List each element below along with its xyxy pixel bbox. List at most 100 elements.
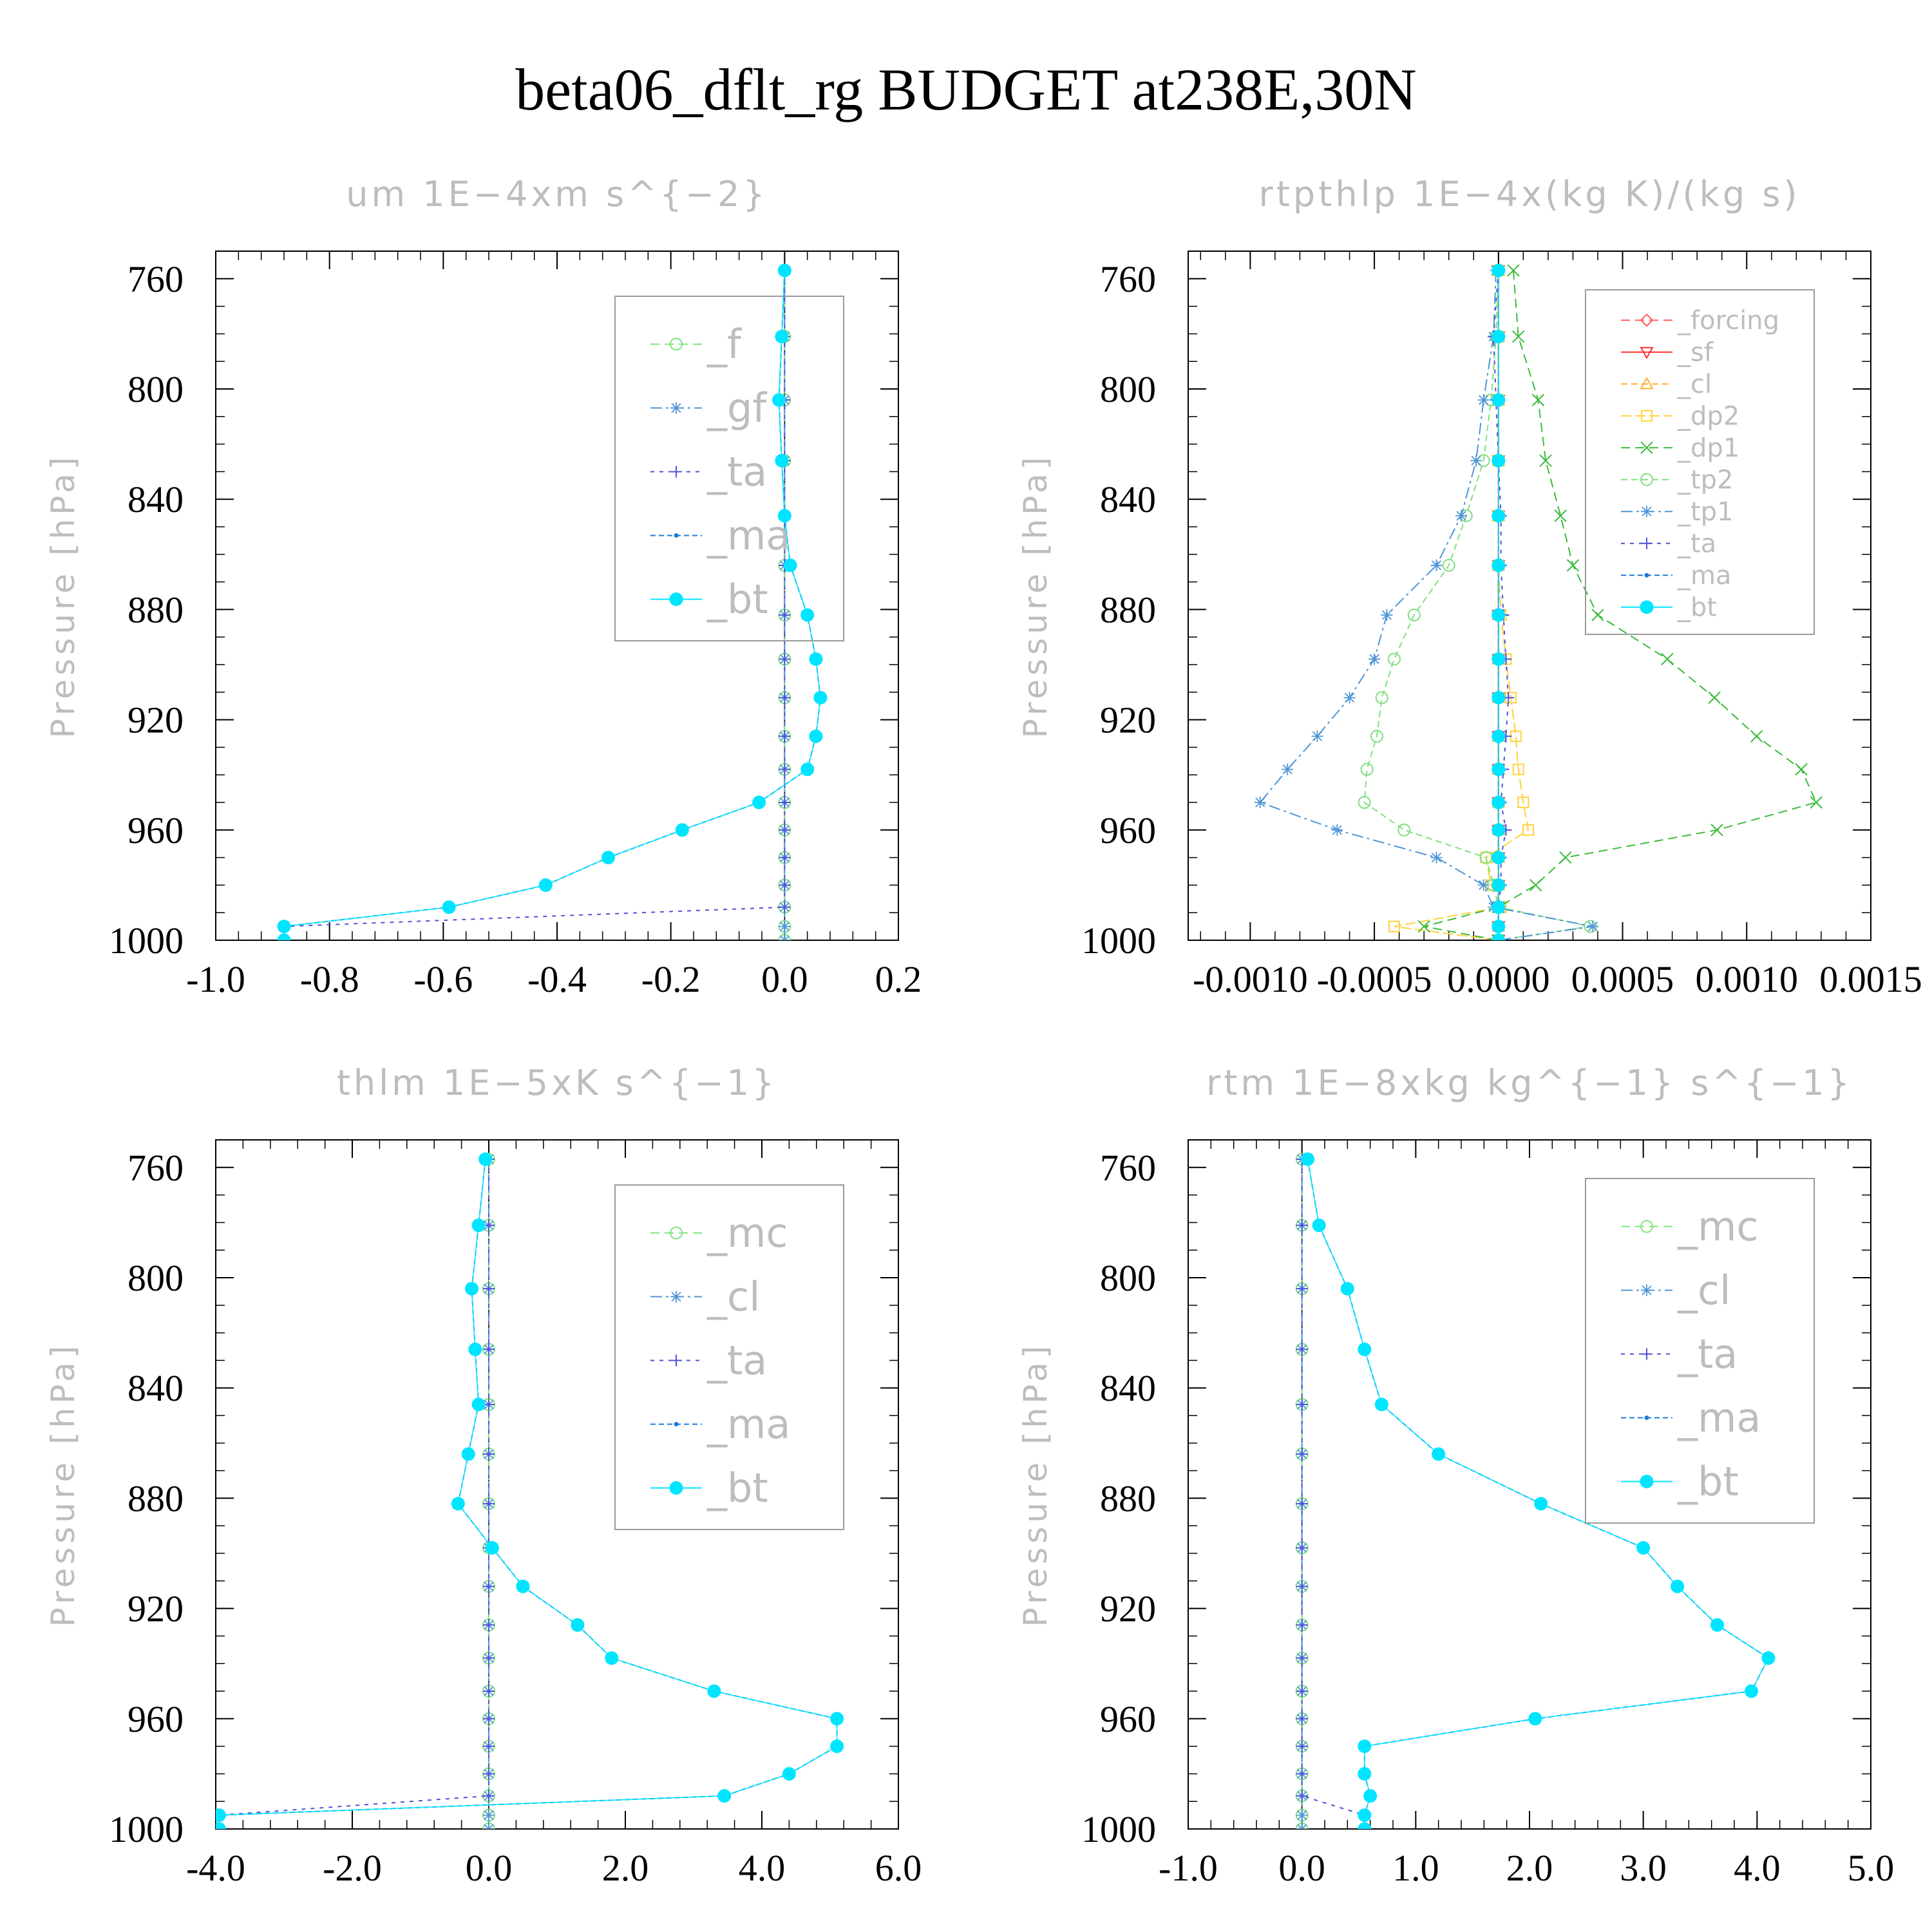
series-bt [277,263,828,940]
data-point [1296,1542,1308,1554]
data-point [779,901,791,913]
legend-label: _ta [706,1337,767,1384]
data-point [1492,690,1506,705]
data-point [601,851,615,865]
y-tick-label: 840 [1100,478,1156,520]
legend-label: _tp2 [1677,466,1734,495]
y-tick-label: 800 [1100,1257,1156,1299]
data-point [1455,509,1467,522]
data-point [1492,729,1506,743]
chart-title: rtpthlp 1E−4x(kg K)/(kg s) [1259,174,1801,214]
y-tick-label: 840 [128,478,184,520]
data-point [777,509,791,523]
data-point [471,1397,486,1412]
data-point [1296,1685,1308,1697]
data-point [1296,1790,1308,1802]
x-tick-label: -4.0 [186,1847,245,1889]
series-line [1363,270,1591,940]
data-point [478,1152,493,1166]
legend-marker [674,1421,679,1426]
legend-label: _mc [1677,1203,1758,1250]
y-tick-label: 960 [128,810,184,851]
data-point [813,690,828,705]
data-point [1296,1768,1308,1780]
legend-marker [674,533,679,538]
legend: _mc _cl _ta _ma _bt [1585,1178,1815,1524]
y-tick-label: 960 [1100,810,1156,851]
data-point [1566,559,1580,572]
series-tp2 [1358,263,1597,940]
data-point [483,1809,495,1821]
legend-marker [670,466,682,478]
legend-marker [1641,1348,1653,1360]
data-point [1636,1540,1651,1555]
legend-marker [1641,537,1653,549]
series-line [218,1159,838,1829]
data-point [779,934,791,940]
data-point [1407,608,1421,621]
data-point [1507,264,1520,277]
data-point [1492,509,1506,523]
x-tick-label: 0.2 [875,958,922,1000]
data-point [483,1343,495,1356]
legend-label: _forcing [1677,306,1779,336]
data-point [1296,1398,1308,1410]
data-point [1517,797,1530,808]
x-tick-label: -0.4 [527,958,587,1000]
data-point [830,1712,844,1726]
data-point [1296,1740,1308,1752]
data-point [1671,1579,1685,1593]
y-tick-label: 760 [1100,1147,1156,1189]
legend-marker [670,402,682,414]
series-bt [216,1152,844,1829]
legend-label: _bt [1677,1458,1739,1505]
data-point [1296,1580,1308,1593]
data-point [1470,455,1482,467]
y-tick-label: 880 [128,1477,184,1519]
data-point [779,824,791,836]
x-tick-label: 0.0 [761,958,808,1000]
legend-label: _bt [706,576,768,623]
y-tick-label: 760 [128,258,184,300]
data-point [1430,559,1443,571]
data-point [707,1684,721,1698]
x-tick-label: 2.0 [1506,1847,1553,1889]
data-point [1397,823,1411,837]
data-point [1492,933,1506,940]
data-point [1358,1822,1372,1829]
legend-label: _dp1 [1677,433,1739,463]
figure-title: beta06_dflt_rg BUDGET at238E,30N [515,57,1416,122]
legend-label: _ta [706,448,767,495]
data-point [1343,692,1356,704]
data-point [216,1808,226,1823]
data-point [483,1768,495,1780]
data-point [1374,1397,1388,1412]
data-point [465,1282,478,1296]
chart-title: um 1E−4xm s^{−2} [346,174,768,214]
legend-label: _ma [706,1401,790,1448]
data-point [485,1540,499,1555]
y-tick-label: 800 [128,1257,184,1299]
data-point [1528,1712,1542,1726]
legend-marker [669,1481,683,1495]
series-line [1259,270,1593,940]
y-tick-label: 880 [128,589,184,630]
legend-label: _ta [1677,1331,1738,1378]
data-point [1531,393,1545,406]
x-tick-label: -1.0 [1159,1847,1218,1889]
legend: _forcing_sf_cl _dp2_dp1 _tp2_tp1_ta_ma_bt [1585,289,1815,635]
data-point [1587,920,1599,933]
data-point [777,263,791,278]
y-tick-label: 960 [128,1698,184,1740]
legend-marker [670,1291,682,1303]
data-point [483,1580,495,1593]
data-point [1358,1766,1372,1781]
data-point [1296,1652,1308,1664]
series-tp1 [1254,264,1599,940]
data-point [1296,1809,1308,1821]
data-point [1312,1218,1326,1233]
x-tick-label: -1.0 [186,958,245,1000]
data-point [483,1712,495,1725]
data-point [1534,1497,1548,1511]
